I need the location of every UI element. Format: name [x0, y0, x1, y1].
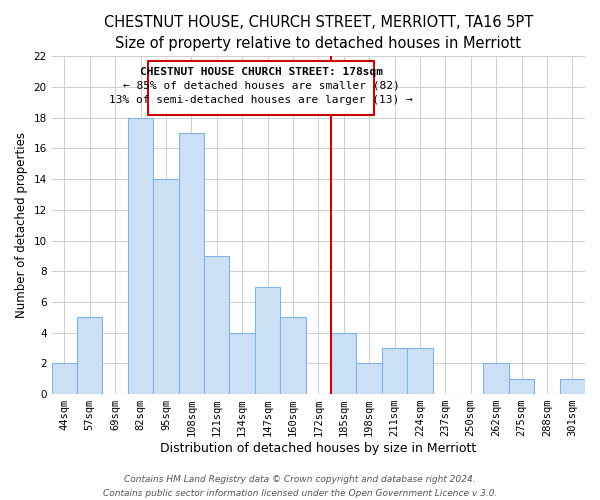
Bar	[229, 332, 255, 394]
Bar	[382, 348, 407, 394]
Title: CHESTNUT HOUSE, CHURCH STREET, MERRIOTT, TA16 5PT
Size of property relative to d: CHESTNUT HOUSE, CHURCH STREET, MERRIOTT,…	[104, 15, 533, 51]
Text: CHESTNUT HOUSE CHURCH STREET: 178sqm: CHESTNUT HOUSE CHURCH STREET: 178sqm	[140, 67, 383, 77]
Bar	[331, 332, 356, 394]
Text: ← 85% of detached houses are smaller (82): ← 85% of detached houses are smaller (82…	[123, 81, 400, 91]
Bar	[356, 364, 382, 394]
Bar	[77, 318, 103, 394]
Bar	[52, 364, 77, 394]
Bar	[204, 256, 229, 394]
FancyBboxPatch shape	[148, 61, 374, 114]
Bar	[280, 318, 305, 394]
Text: 13% of semi-detached houses are larger (13) →: 13% of semi-detached houses are larger (…	[109, 94, 413, 104]
Bar	[509, 378, 534, 394]
Text: Contains HM Land Registry data © Crown copyright and database right 2024.
Contai: Contains HM Land Registry data © Crown c…	[103, 476, 497, 498]
Y-axis label: Number of detached properties: Number of detached properties	[15, 132, 28, 318]
Bar	[407, 348, 433, 394]
Bar	[153, 179, 179, 394]
Bar	[484, 364, 509, 394]
X-axis label: Distribution of detached houses by size in Merriott: Distribution of detached houses by size …	[160, 442, 476, 455]
Bar	[255, 286, 280, 394]
Bar	[179, 133, 204, 394]
Bar	[560, 378, 585, 394]
Bar	[128, 118, 153, 394]
